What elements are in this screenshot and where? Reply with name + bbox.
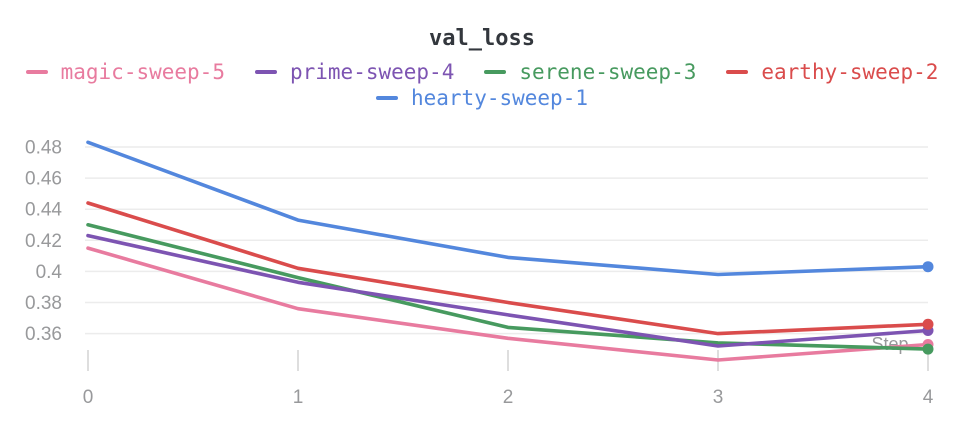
series-line-prime-sweep-4[interactable] — [86, 233, 930, 348]
y-tick-label: 0.36 — [25, 324, 62, 345]
y-tick-label: 0.4 — [36, 262, 63, 283]
legend-label: earthy-sweep-2 — [761, 60, 939, 84]
chart-legend: magic-sweep-5 prime-sweep-4 serene-sweep-3… — [0, 60, 964, 110]
legend-row: magic-sweep-5 prime-sweep-4 serene-sweep-3… — [25, 60, 938, 84]
legend-swatch-icon — [25, 70, 48, 74]
legend-item-earthy-sweep-2[interactable]: earthy-sweep-2 — [726, 60, 938, 84]
legend-swatch-icon — [254, 70, 277, 74]
legend-swatch-icon — [375, 96, 398, 100]
x-tick-label: 2 — [503, 387, 514, 408]
y-tick-label: 0.38 — [25, 293, 62, 314]
endpoint-dot-earthy-sweep-2 — [922, 318, 934, 330]
legend-swatch-icon — [726, 70, 749, 74]
x-tick-label: 4 — [923, 387, 934, 408]
series-line-magic-sweep-5[interactable] — [86, 246, 930, 362]
legend-item-hearty-sweep-1[interactable]: hearty-sweep-1 — [375, 86, 588, 110]
x-tick-label: 1 — [293, 387, 304, 408]
legend-item-magic-sweep-5[interactable]: magic-sweep-5 — [25, 60, 225, 84]
legend-label: serene-sweep-3 — [519, 60, 697, 84]
endpoint-dot-hearty-sweep-1 — [922, 261, 934, 273]
y-tick-label: 0.48 — [25, 138, 62, 159]
legend-label: hearty-sweep-1 — [410, 86, 588, 110]
series-line-hearty-sweep-1[interactable] — [86, 140, 930, 277]
y-tick-label: 0.42 — [25, 231, 62, 252]
series-line-serene-sweep-3[interactable] — [86, 223, 930, 351]
legend-row: hearty-sweep-1 — [375, 86, 588, 110]
x-tick-label: 0 — [83, 387, 94, 408]
x-axis-label: Step — [871, 334, 908, 354]
legend-label: magic-sweep-5 — [60, 60, 225, 84]
endpoint-dot-serene-sweep-3 — [922, 343, 934, 355]
y-tick-label: 0.44 — [25, 200, 62, 221]
legend-swatch-icon — [484, 70, 507, 74]
y-tick-label: 0.46 — [25, 169, 62, 190]
legend-item-serene-sweep-3[interactable]: serene-sweep-3 — [484, 60, 696, 84]
series-line-earthy-sweep-2[interactable] — [86, 201, 930, 336]
legend-item-prime-sweep-4[interactable]: prime-sweep-4 — [254, 60, 455, 84]
x-tick-label: 3 — [713, 387, 724, 408]
legend-label: prime-sweep-4 — [289, 60, 455, 84]
chart-title: val_loss — [429, 26, 535, 51]
